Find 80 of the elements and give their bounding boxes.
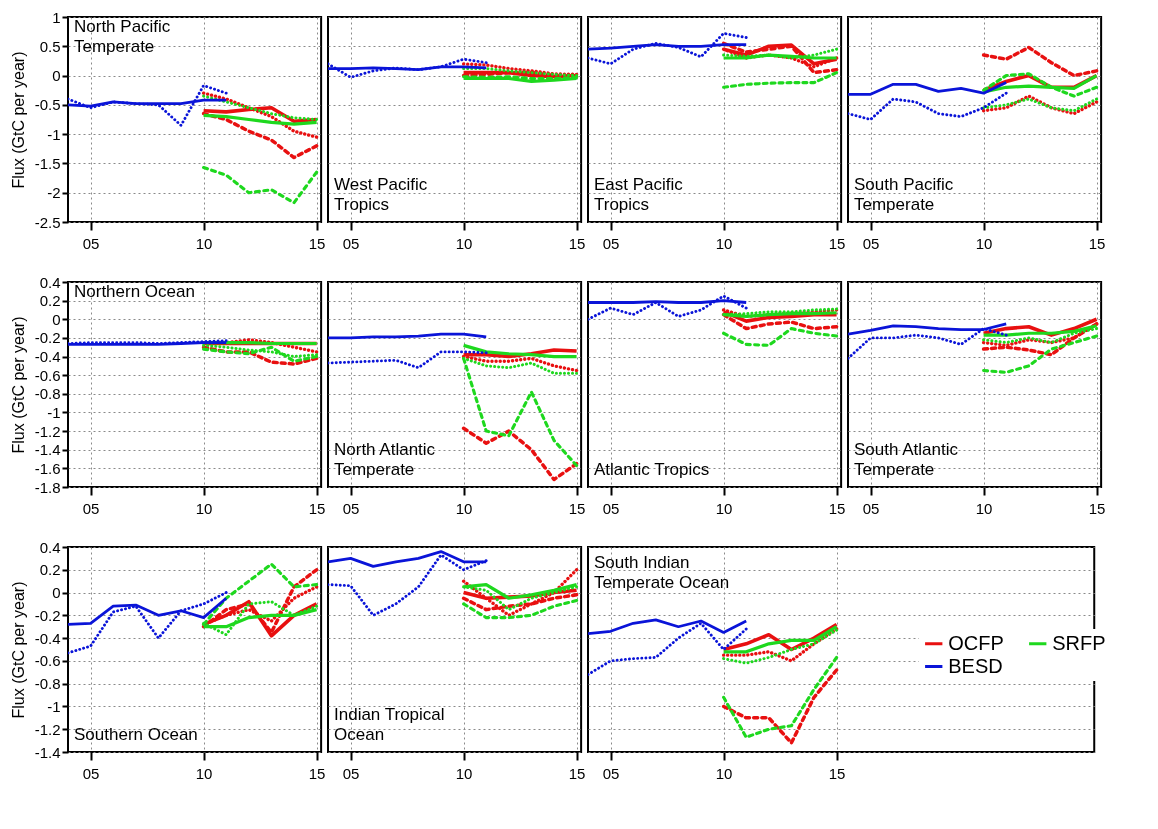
y-tick-label: -1.4: [34, 743, 61, 761]
x-tick-label: 15: [1088, 234, 1106, 252]
y-axis-title: Flux (GtC per year): [9, 581, 27, 719]
text: North Atlantic Temperate: [334, 440, 436, 479]
x-tick-label: 15: [308, 499, 326, 517]
x-tick-label: 10: [975, 234, 993, 252]
x-tick-label: 10: [455, 499, 473, 517]
x-tick-label: 05: [862, 499, 880, 517]
y-tick-label: -1.6: [34, 459, 61, 477]
x-tick-label: 15: [308, 234, 326, 252]
y-tick-label: -1: [47, 125, 61, 143]
x-tick-label: 05: [82, 234, 100, 252]
y-tick-label: -0.8: [34, 385, 61, 403]
y-tick-label: 0.4: [39, 538, 61, 556]
text: Indian Tropical Ocean: [334, 705, 445, 744]
y-tick-label: 0.5: [39, 37, 61, 55]
y-tick-label: -1.8: [34, 478, 61, 496]
y-tick-label: -2.5: [34, 213, 61, 231]
x-tick-label: 15: [568, 234, 586, 252]
text: North Pacific Temperate: [74, 17, 171, 56]
x-tick-label: 05: [342, 764, 360, 782]
x-tick-label: 05: [82, 764, 100, 782]
x-tick-label: 10: [715, 234, 733, 252]
x-tick-label: 15: [568, 499, 586, 517]
x-tick-label: 10: [195, 499, 213, 517]
x-tick-label: 10: [455, 764, 473, 782]
y-tick-label: -0.2: [34, 329, 61, 347]
x-tick-label: 15: [828, 764, 846, 782]
x-tick-label: 15: [308, 764, 326, 782]
text: East Pacific Tropics: [594, 175, 684, 214]
text: South Indian Temperate Ocean: [594, 553, 730, 592]
y-tick-label: -1: [47, 403, 61, 421]
y-tick-label: 1: [52, 8, 61, 26]
legend-label: SRFP: [1052, 631, 1106, 654]
text: South Atlantic Temperate: [854, 440, 959, 479]
text: Southern Ocean: [74, 725, 198, 744]
y-tick-label: -1.5: [34, 154, 61, 172]
x-tick-label: 05: [342, 234, 360, 252]
y-tick-label: -1: [47, 697, 61, 715]
x-tick-label: 05: [862, 234, 880, 252]
y-tick-label: -2: [47, 184, 61, 202]
x-tick-label: 10: [975, 499, 993, 517]
y-tick-label: -0.8: [34, 675, 61, 693]
y-axis-title: Flux (GtC per year): [9, 51, 27, 189]
y-tick-label: -0.4: [34, 629, 61, 647]
y-tick-label: -1.4: [34, 441, 61, 459]
x-tick-label: 15: [1088, 499, 1106, 517]
x-tick-label: 05: [82, 499, 100, 517]
y-tick-label: -0.6: [34, 366, 61, 384]
y-tick-label: -1.2: [34, 720, 61, 738]
x-tick-label: 10: [715, 764, 733, 782]
y-tick-label: 0: [52, 67, 61, 85]
x-tick-label: 15: [828, 234, 846, 252]
x-tick-label: 15: [828, 499, 846, 517]
x-tick-label: 05: [342, 499, 360, 517]
y-axis-title: Flux (GtC per year): [9, 316, 27, 454]
y-tick-label: -1.2: [34, 422, 61, 440]
chart-title: Northern Ocean: [74, 282, 195, 301]
legend-label: BESD: [948, 654, 1003, 677]
x-tick-label: 10: [715, 499, 733, 517]
y-tick-label: -0.2: [34, 606, 61, 624]
y-tick-label: 0.2: [39, 561, 61, 579]
x-tick-label: 15: [568, 764, 586, 782]
legend-label: OCFP: [948, 631, 1004, 654]
x-tick-label: 05: [602, 499, 620, 517]
x-tick-label: 05: [602, 764, 620, 782]
text: West Pacific Tropics: [334, 175, 428, 214]
x-tick-label: 05: [602, 234, 620, 252]
y-tick-label: 0.4: [39, 273, 61, 291]
y-tick-label: 0.2: [39, 292, 61, 310]
text: South Pacific Temperate: [854, 175, 954, 214]
y-tick-label: 0: [52, 584, 61, 602]
x-tick-label: 10: [195, 764, 213, 782]
y-tick-label: -0.4: [34, 348, 61, 366]
x-tick-label: 10: [195, 234, 213, 252]
y-tick-label: -0.5: [34, 96, 61, 114]
text: Atlantic Tropics: [594, 460, 710, 479]
x-tick-label: 10: [455, 234, 473, 252]
y-tick-label: 0: [52, 310, 61, 328]
y-tick-label: -0.6: [34, 652, 61, 670]
